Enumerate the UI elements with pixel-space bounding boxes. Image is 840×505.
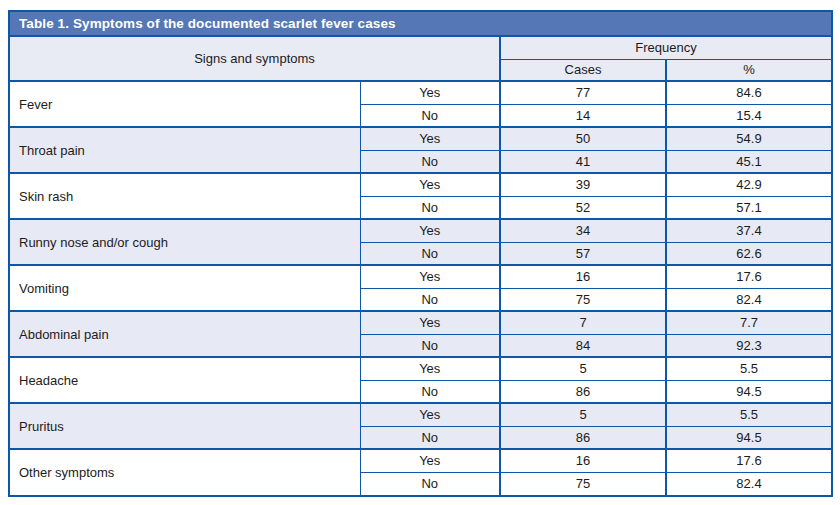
cases-no-value: 52: [500, 196, 666, 219]
page: Table 1. Symptoms of the documented scar…: [0, 0, 840, 505]
percent-yes-value: 84.6: [666, 81, 831, 104]
table-title: Table 1. Symptoms of the documented scar…: [19, 16, 396, 31]
answer-no-cell: No: [360, 288, 500, 311]
col-header-signs-and-symptoms: Signs and symptoms: [10, 37, 500, 81]
symptom-row-yes: Throat painYes5054.9: [10, 127, 831, 150]
answer-yes-cell: Yes: [360, 357, 500, 380]
symptom-row-yes: Skin rashYes3942.9: [10, 173, 831, 196]
percent-yes-value: 37.4: [666, 219, 831, 242]
symptom-row-yes: FeverYes7784.6: [10, 81, 831, 104]
answer-yes-cell: Yes: [360, 173, 500, 196]
symptom-row-yes: PruritusYes55.5: [10, 403, 831, 426]
answer-no-cell: No: [360, 426, 500, 449]
answer-yes-cell: Yes: [360, 81, 500, 104]
cases-yes-value: 5: [500, 357, 666, 380]
cases-no-value: 14: [500, 104, 666, 127]
symptom-row-yes: VomitingYes1617.6: [10, 265, 831, 288]
answer-no-cell: No: [360, 334, 500, 357]
symptom-name-cell: Throat pain: [10, 127, 360, 173]
symptom-name-cell: Pruritus: [10, 403, 360, 449]
cases-no-value: 75: [500, 288, 666, 311]
cases-yes-value: 16: [500, 449, 666, 472]
percent-no-value: 82.4: [666, 288, 831, 311]
col-header-frequency: Frequency: [500, 37, 831, 59]
col-header-percent: %: [666, 59, 831, 81]
answer-no-cell: No: [360, 380, 500, 403]
answer-yes-cell: Yes: [360, 449, 500, 472]
answer-yes-cell: Yes: [360, 311, 500, 334]
percent-no-value: 82.4: [666, 472, 831, 495]
percent-yes-value: 7.7: [666, 311, 831, 334]
cases-no-value: 57: [500, 242, 666, 265]
percent-no-value: 94.5: [666, 426, 831, 449]
answer-no-cell: No: [360, 104, 500, 127]
symptom-name-cell: Headache: [10, 357, 360, 403]
answer-no-cell: No: [360, 472, 500, 495]
cases-yes-value: 16: [500, 265, 666, 288]
cases-no-value: 84: [500, 334, 666, 357]
symptom-name-cell: Runny nose and/or cough: [10, 219, 360, 265]
cases-yes-value: 77: [500, 81, 666, 104]
percent-yes-value: 5.5: [666, 403, 831, 426]
table-body: FeverYes7784.6No1415.4Throat painYes5054…: [10, 81, 831, 495]
answer-yes-cell: Yes: [360, 219, 500, 242]
symptom-name-cell: Skin rash: [10, 173, 360, 219]
symptom-name-cell: Abdominal pain: [10, 311, 360, 357]
cases-no-value: 41: [500, 150, 666, 173]
percent-yes-value: 54.9: [666, 127, 831, 150]
percent-no-value: 45.1: [666, 150, 831, 173]
percent-no-value: 15.4: [666, 104, 831, 127]
symptom-name-cell: Other symptoms: [10, 449, 360, 495]
cases-yes-value: 7: [500, 311, 666, 334]
cases-yes-value: 5: [500, 403, 666, 426]
cases-no-value: 86: [500, 426, 666, 449]
percent-no-value: 92.3: [666, 334, 831, 357]
symptom-name-cell: Fever: [10, 81, 360, 127]
symptom-row-yes: Other symptomsYes1617.6: [10, 449, 831, 472]
cases-no-value: 86: [500, 380, 666, 403]
percent-no-value: 62.6: [666, 242, 831, 265]
percent-yes-value: 42.9: [666, 173, 831, 196]
cases-no-value: 75: [500, 472, 666, 495]
cases-yes-value: 50: [500, 127, 666, 150]
answer-yes-cell: Yes: [360, 265, 500, 288]
answer-yes-cell: Yes: [360, 127, 500, 150]
cases-yes-value: 39: [500, 173, 666, 196]
answer-yes-cell: Yes: [360, 403, 500, 426]
percent-no-value: 94.5: [666, 380, 831, 403]
answer-no-cell: No: [360, 242, 500, 265]
col-header-cases: Cases: [500, 59, 666, 81]
symptom-row-yes: Abdominal painYes77.7: [10, 311, 831, 334]
cases-yes-value: 34: [500, 219, 666, 242]
percent-yes-value: 17.6: [666, 265, 831, 288]
table-1-frame: Table 1. Symptoms of the documented scar…: [8, 10, 833, 497]
percent-yes-value: 5.5: [666, 357, 831, 380]
symptom-row-yes: HeadacheYes55.5: [10, 357, 831, 380]
answer-no-cell: No: [360, 150, 500, 173]
symptom-row-yes: Runny nose and/or coughYes3437.4: [10, 219, 831, 242]
table-title-bar: Table 1. Symptoms of the documented scar…: [10, 12, 831, 37]
percent-no-value: 57.1: [666, 196, 831, 219]
symptoms-table: Signs and symptoms Frequency Cases % Fev…: [10, 37, 831, 495]
percent-yes-value: 17.6: [666, 449, 831, 472]
header-row-top: Signs and symptoms Frequency: [10, 37, 831, 59]
table-header: Signs and symptoms Frequency Cases %: [10, 37, 831, 81]
answer-no-cell: No: [360, 196, 500, 219]
symptom-name-cell: Vomiting: [10, 265, 360, 311]
